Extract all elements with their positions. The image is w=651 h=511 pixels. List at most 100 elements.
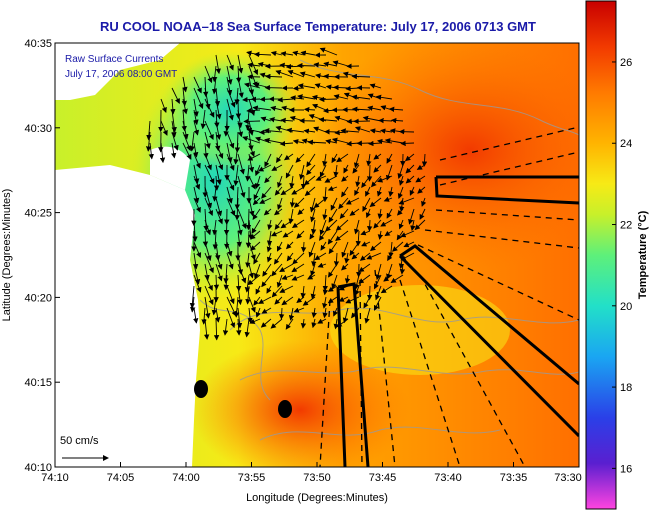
current-vector (405, 175, 415, 184)
current-vector (226, 186, 233, 204)
current-vector (322, 208, 328, 221)
current-vector (234, 197, 240, 221)
current-vector (275, 70, 294, 78)
current-vector (380, 285, 393, 294)
current-vector (266, 252, 273, 263)
current-vector (253, 186, 261, 201)
current-vector (416, 164, 426, 170)
current-vector (215, 263, 223, 282)
current-vector (237, 120, 244, 138)
current-vector (289, 197, 296, 208)
current-vector (259, 197, 272, 204)
current-vector (204, 219, 212, 236)
current-vector (330, 197, 338, 211)
current-vector (237, 153, 245, 175)
current-vector (204, 98, 215, 118)
current-vector (339, 208, 349, 219)
current-vector (375, 263, 382, 281)
current-vector (387, 252, 393, 262)
current-vector (354, 126, 371, 133)
current-vector (342, 307, 349, 324)
current-vector (410, 219, 416, 232)
current-vector (353, 153, 360, 169)
current-vector (317, 262, 327, 268)
current-vector (270, 50, 283, 57)
current-vector (319, 164, 327, 178)
current-vector (193, 263, 201, 285)
current-vector (245, 230, 252, 249)
current-vector (270, 230, 283, 237)
current-vector (233, 164, 239, 187)
map-plot-area: Raw Surface Currents July 17, 2006 08:00… (55, 43, 579, 467)
current-vector (236, 318, 242, 336)
current-vector (409, 186, 415, 196)
current-vector (243, 118, 261, 125)
current-vector (247, 274, 261, 286)
current-vector (281, 274, 294, 280)
current-vector (344, 252, 350, 264)
current-vector (250, 241, 261, 251)
current-vector (215, 153, 224, 171)
current-vector (226, 65, 233, 85)
current-vector (327, 230, 338, 245)
x-axis-label: Longitude (Degrees:Minutes) (246, 492, 388, 504)
legend-currents-label: Raw Surface Currents (65, 54, 163, 65)
colorbar-tick-label: 16 (620, 463, 632, 475)
current-vector (383, 274, 393, 282)
current-vector (193, 109, 199, 126)
current-vector (333, 94, 349, 100)
current-vector (223, 263, 229, 284)
current-vector (190, 296, 196, 313)
current-vector (293, 307, 305, 313)
current-vector (245, 208, 252, 231)
current-vector (376, 186, 383, 197)
x-tick-label: 74:00 (172, 472, 200, 484)
current-vector (280, 186, 294, 196)
current-vector (291, 263, 305, 273)
current-vector (226, 54, 234, 71)
current-vector (274, 219, 283, 230)
current-vector (204, 186, 213, 209)
current-vector (223, 120, 229, 137)
current-vector (148, 142, 154, 160)
current-vector (297, 83, 316, 89)
current-vector (319, 219, 327, 236)
scale-arrow-label: 50 cm/s (60, 435, 99, 447)
current-vector (322, 307, 328, 319)
current-vector (259, 96, 272, 102)
current-vector (291, 274, 305, 281)
current-vector (204, 241, 212, 262)
current-vector (261, 274, 272, 288)
current-vector (278, 307, 285, 320)
current-vector (237, 175, 246, 198)
colorbar-label: Temperature (°C) (637, 210, 649, 299)
current-vector (300, 175, 307, 190)
current-vector (367, 105, 382, 111)
current-vector (386, 263, 393, 280)
current-vector (398, 219, 404, 230)
current-vector (265, 73, 283, 80)
current-vector (267, 219, 273, 231)
current-vector (171, 131, 179, 151)
current-vector (226, 98, 234, 121)
current-vector (213, 175, 220, 191)
current-vector (215, 208, 223, 225)
current-vector (223, 219, 230, 236)
current-vector (397, 164, 404, 179)
current-vector (366, 153, 372, 167)
current-vector (314, 83, 327, 89)
current-vector (171, 87, 180, 105)
current-vector (375, 285, 382, 301)
current-vector (200, 109, 206, 130)
current-vector (276, 274, 283, 288)
current-vector (192, 252, 199, 270)
current-vector (226, 153, 235, 171)
current-vector (335, 219, 349, 231)
current-vector (182, 76, 188, 93)
current-vector (335, 230, 349, 242)
current-vector (193, 120, 200, 136)
current-vector (369, 128, 382, 134)
current-vector (366, 252, 382, 260)
current-vector (363, 296, 371, 309)
current-vector (374, 274, 382, 290)
